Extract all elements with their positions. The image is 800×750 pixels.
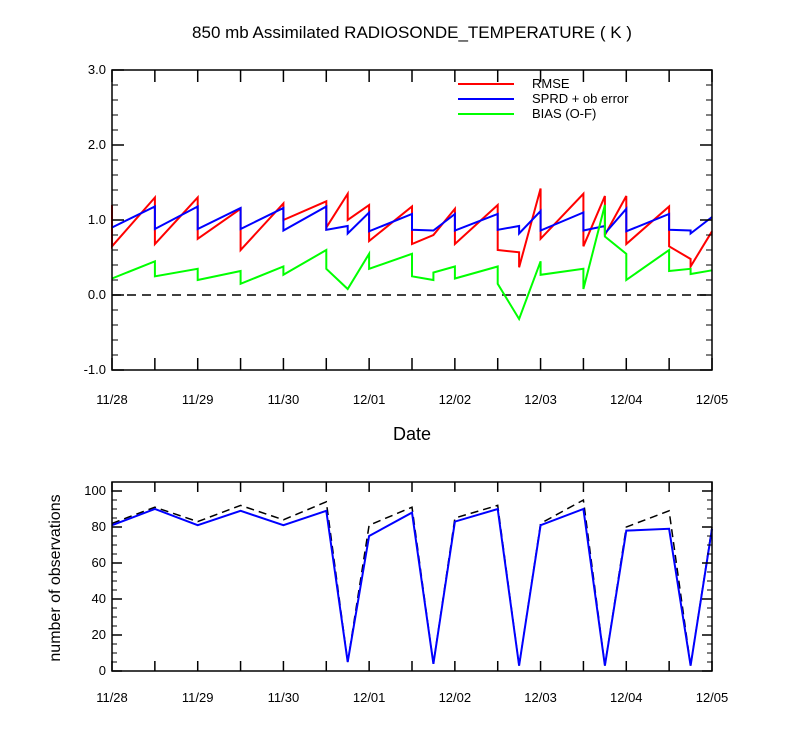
legend-label: SPRD + ob error <box>532 91 629 106</box>
x-tick-label: 12/05 <box>696 690 729 705</box>
y-tick-label: 20 <box>92 627 106 642</box>
x-tick-label: 12/01 <box>353 690 386 705</box>
y-axis-title: number of observations <box>47 494 64 661</box>
x-tick-label: 11/29 <box>182 690 214 705</box>
x-tick-label: 12/04 <box>610 392 643 407</box>
chart-title: 850 mb Assimilated RADIOSONDE_TEMPERATUR… <box>192 23 632 42</box>
x-tick-label: 12/01 <box>353 392 386 407</box>
y-tick-label: 1.0 <box>88 212 106 227</box>
bottom-chart: number of observations 11/28 11/29 11/30 12… <box>47 481 729 705</box>
y-tick-label: 3.0 <box>88 62 106 77</box>
y-tick-label: 2.0 <box>88 137 106 152</box>
x-tick-label: 12/03 <box>524 690 557 705</box>
x-tick-label: 12/02 <box>439 392 472 407</box>
x-axis-title: Date <box>393 424 431 444</box>
y-tick-label: 100 <box>84 483 106 498</box>
x-tick-label: 11/28 <box>96 392 128 407</box>
series-line-bias-o-f <box>111 204 713 322</box>
y-tick-label: 80 <box>92 519 106 534</box>
y-tick-label: 60 <box>92 555 106 570</box>
top-chart: 850 mb Assimilated RADIOSONDE_TEMPERATUR… <box>84 23 729 444</box>
y-tick-label: 0 <box>99 663 106 678</box>
x-tick-label: 12/03 <box>524 392 557 407</box>
series-line-sprd-ob-error <box>111 204 713 237</box>
legend-label: RMSE <box>532 76 570 91</box>
x-tick-label: 12/02 <box>439 690 472 705</box>
series-line-dashed <box>111 498 713 666</box>
legend-label: BIAS (O-F) <box>532 106 596 121</box>
x-tick-label: 11/30 <box>268 690 300 705</box>
x-tick-label: 12/04 <box>610 690 643 705</box>
y-tick-label: 0.0 <box>88 287 106 302</box>
y-tick-label: 40 <box>92 591 106 606</box>
x-tick-label: 11/29 <box>182 392 214 407</box>
x-tick-label: 11/30 <box>268 392 300 407</box>
y-tick-label: -1.0 <box>84 362 106 377</box>
x-tick-label: 11/28 <box>96 690 128 705</box>
x-tick-label: 12/05 <box>696 392 729 407</box>
series-line-solid <box>111 507 713 666</box>
